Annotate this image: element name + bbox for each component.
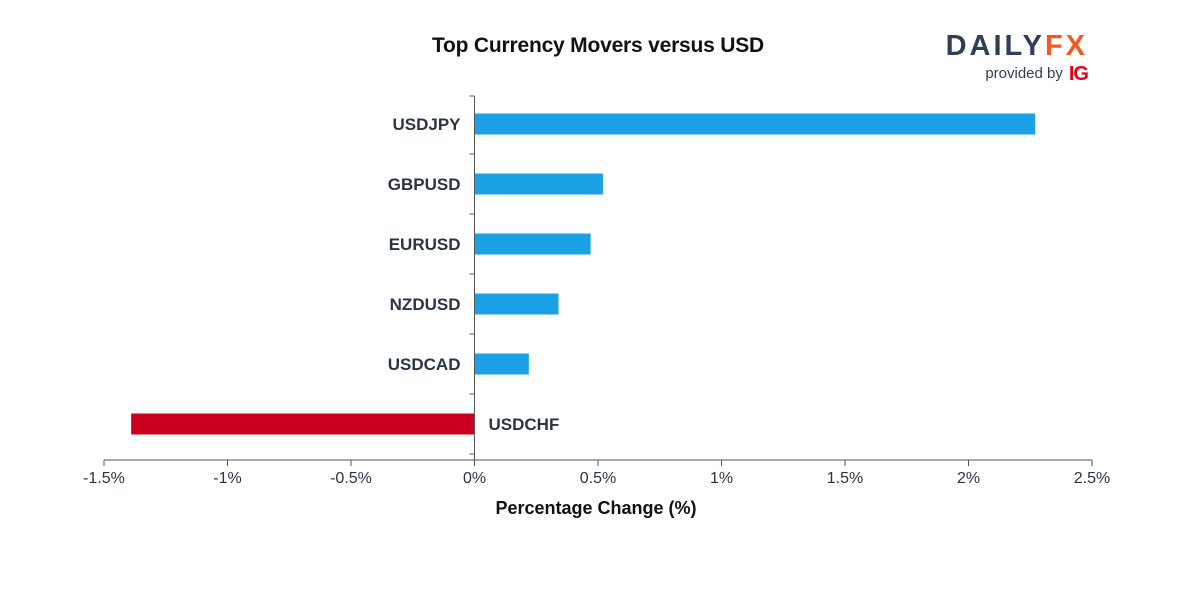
x-axis-title: Percentage Change (%) — [495, 498, 696, 518]
x-tick-label: -1.5% — [83, 470, 125, 487]
provided-by-text: provided by — [985, 65, 1063, 82]
logo-wordmark: DAILYFX — [946, 28, 1088, 64]
category-label-usdcad: USDCAD — [388, 355, 461, 374]
logo-fx-text: FX — [1044, 30, 1088, 62]
ig-logo: IG — [1068, 63, 1089, 85]
bar-usdchf[interactable] — [131, 413, 475, 435]
bar-nzdusd[interactable] — [474, 293, 559, 315]
x-tick-label: 0.5% — [580, 470, 616, 487]
logo-provided-by: provided by IG — [985, 63, 1089, 85]
x-tick-label: 0% — [463, 470, 486, 487]
bars-layer — [131, 113, 1036, 435]
category-labels-layer: USDJPY GBPUSD EURUSD NZDUSD USDCAD USDCHF — [388, 115, 560, 434]
dailyfx-logo[interactable]: DAILYFX provided by IG — [928, 28, 1089, 88]
bar-usdcad[interactable] — [474, 353, 529, 375]
category-label-eurusd: EURUSD — [389, 235, 461, 254]
x-tick-label: -0.5% — [330, 470, 372, 487]
bar-usdjpy[interactable] — [474, 113, 1036, 135]
category-label-gbpusd: GBPUSD — [388, 175, 461, 194]
x-tick-label: -1% — [213, 470, 241, 487]
category-label-nzdusd: NZDUSD — [390, 295, 461, 314]
bar-gbpusd[interactable] — [474, 173, 603, 195]
x-tick-label: 2% — [957, 470, 980, 487]
category-label-usdjpy: USDJPY — [392, 115, 461, 134]
bar-eurusd[interactable] — [474, 233, 591, 255]
chart-title: Top Currency Movers versus USD — [431, 34, 765, 57]
x-tick-label: 1% — [710, 470, 733, 487]
x-tick-label: 1.5% — [827, 470, 863, 487]
logo-daily-text: DAILY — [945, 30, 1045, 62]
category-label-usdchf: USDCHF — [489, 415, 560, 434]
x-ticks-layer: -1.5% -1% -0.5% 0% 0.5% 1% 1.5% 2% 2.5% — [83, 95, 1110, 487]
x-tick-label: 2.5% — [1074, 470, 1110, 487]
